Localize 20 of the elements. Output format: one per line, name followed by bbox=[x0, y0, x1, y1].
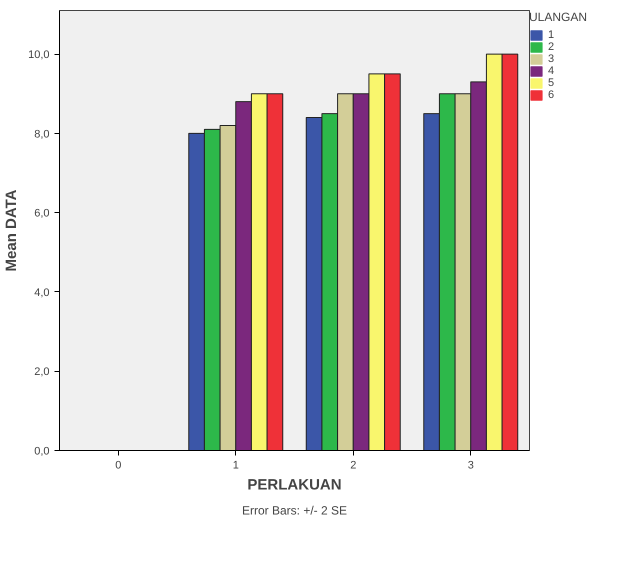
x-tick-label: 3 bbox=[468, 460, 474, 472]
text: Error Bars: +/- 2 SE bbox=[242, 504, 348, 518]
y-tick-label: 6,0 bbox=[34, 208, 50, 220]
y-axis-title: Mean DATA bbox=[3, 189, 20, 272]
legend-label: 4 bbox=[548, 65, 556, 77]
legend-label: 3 bbox=[548, 53, 556, 65]
x-tick-label: 2 bbox=[350, 460, 356, 472]
x-axis-title: PERLAKUAN bbox=[247, 476, 342, 494]
y-tick-label: 8,0 bbox=[34, 128, 50, 140]
x-tick-label: 1 bbox=[232, 460, 239, 472]
legend-label: 5 bbox=[548, 77, 556, 89]
y-tick-label: 10,0 bbox=[28, 49, 50, 62]
x-tick-label: 0 bbox=[115, 460, 122, 472]
y-tick-label: 2,0 bbox=[34, 366, 50, 378]
y-tick-label: 0,0 bbox=[34, 446, 50, 458]
legend-label: 2 bbox=[548, 41, 556, 53]
y-tick-label: 4,0 bbox=[34, 286, 50, 299]
legend-title: ULANGAN bbox=[529, 10, 588, 24]
legend-label: 1 bbox=[548, 29, 556, 41]
legend-label: 6 bbox=[548, 89, 556, 101]
